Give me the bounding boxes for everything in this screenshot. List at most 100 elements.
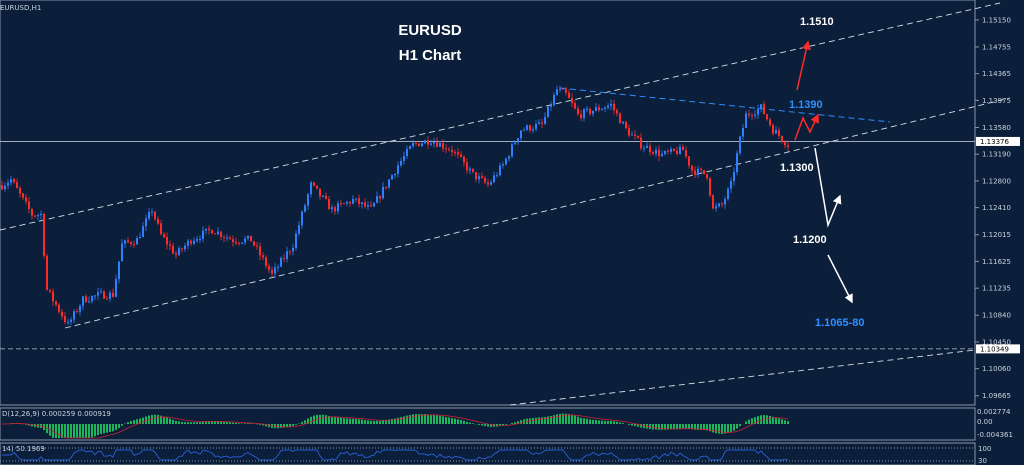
- zigzag-arrow: [794, 113, 819, 141]
- candle-body: [664, 150, 666, 154]
- candle-body: [37, 215, 39, 217]
- candle: [262, 252, 264, 261]
- candle: [625, 120, 627, 130]
- candle-body: [571, 98, 573, 104]
- candle: [349, 200, 351, 207]
- rsi-panel: 14) 50.1969 100 30: [0, 445, 991, 465]
- candle-body: [415, 142, 417, 144]
- y-tick-label: 1.15150: [982, 16, 1011, 24]
- candle: [607, 103, 609, 110]
- pullback-arrow: [814, 147, 842, 228]
- macd-panel-border: [0, 407, 976, 441]
- candle-body: [427, 140, 429, 145]
- candle-body: [607, 105, 609, 108]
- candle-body: [604, 107, 606, 110]
- candle: [712, 194, 714, 210]
- candle: [475, 171, 477, 183]
- candle-body: [127, 240, 129, 243]
- candle: [229, 235, 231, 240]
- y-tick-label: 1.10450: [982, 338, 1011, 346]
- candle-body: [721, 203, 723, 205]
- candle-body: [145, 218, 147, 227]
- candle-body: [523, 129, 525, 131]
- candle-body: [130, 242, 132, 245]
- candle-body: [409, 146, 411, 150]
- candle: [316, 185, 318, 190]
- candle: [238, 241, 240, 246]
- candle-body: [214, 233, 216, 235]
- y-tick-label: 1.12410: [982, 204, 1011, 212]
- candle-body: [268, 266, 270, 270]
- candle: [223, 234, 225, 243]
- candle: [700, 167, 702, 174]
- candle-body: [487, 182, 489, 185]
- candle: [76, 308, 78, 314]
- candle-body: [154, 211, 156, 219]
- candle-body: [676, 150, 678, 155]
- candle-body: [373, 202, 375, 207]
- candle: [433, 137, 435, 148]
- candle-body: [586, 108, 588, 110]
- candle: [739, 135, 741, 156]
- candle: [175, 250, 177, 259]
- candle-body: [484, 177, 486, 183]
- candle: [94, 294, 96, 301]
- candle: [331, 204, 333, 213]
- candle: [418, 143, 420, 147]
- candle: [10, 175, 12, 186]
- candle-body: [475, 172, 477, 180]
- candle: [34, 214, 36, 218]
- level-label: 1.1200: [793, 234, 827, 246]
- candle-body: [148, 211, 150, 219]
- candle: [616, 108, 618, 117]
- candle-body: [64, 316, 66, 323]
- candle: [136, 235, 138, 245]
- candle: [337, 200, 339, 215]
- candle-body: [364, 202, 366, 207]
- candle: [232, 235, 234, 247]
- candle: [25, 194, 27, 205]
- candle: [568, 89, 570, 99]
- candle: [139, 232, 141, 239]
- candle: [631, 130, 633, 136]
- candle: [502, 161, 504, 169]
- candle-body: [178, 248, 180, 255]
- candle: [235, 237, 237, 246]
- candle-body: [316, 185, 318, 189]
- candle: [769, 117, 771, 127]
- candle: [628, 124, 630, 137]
- candle: [679, 144, 681, 155]
- candle-body: [274, 267, 276, 274]
- candle-body: [646, 145, 648, 148]
- candle: [697, 165, 699, 179]
- candle: [265, 255, 267, 269]
- candle: [439, 140, 441, 147]
- candle-body: [478, 176, 480, 180]
- candle-body: [727, 188, 729, 200]
- chart-frame: [0, 0, 976, 465]
- candle: [424, 139, 426, 144]
- candle-body: [631, 134, 633, 136]
- candle-body: [73, 311, 75, 320]
- y-tick-label: 1.14755: [982, 43, 1011, 51]
- candle-body: [208, 228, 210, 231]
- candle: [511, 141, 513, 159]
- candle-body: [157, 218, 159, 224]
- candle: [742, 124, 744, 141]
- candle: [64, 311, 66, 325]
- candle-body: [481, 176, 483, 178]
- candle-body: [703, 170, 705, 175]
- candle: [775, 126, 777, 134]
- candle-body: [307, 194, 309, 206]
- candle: [148, 208, 150, 221]
- candle: [748, 109, 750, 118]
- y-tick-label: 1.12015: [982, 231, 1011, 239]
- candle-body: [592, 110, 594, 114]
- y-tick-label: 1.13975: [982, 97, 1011, 105]
- candle: [211, 229, 213, 234]
- outer-lower-line: [509, 349, 976, 406]
- candle: [781, 135, 783, 144]
- candle: [532, 126, 534, 134]
- candle: [619, 112, 621, 124]
